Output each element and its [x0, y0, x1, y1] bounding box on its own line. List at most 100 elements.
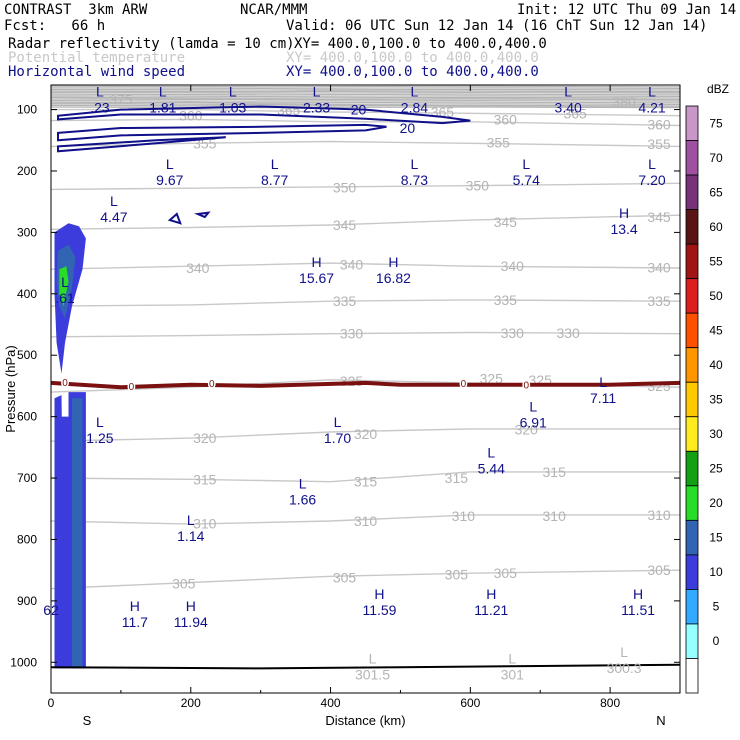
extremum-low-marker: L	[648, 84, 656, 100]
theta-label: 345	[647, 209, 671, 225]
colorbar-swatch	[685, 416, 699, 452]
theta-contour-310	[50, 514, 680, 525]
colorbar-swatch	[685, 209, 699, 245]
theta-label: 330	[340, 326, 364, 342]
theta-label: 340	[647, 259, 671, 275]
extremum-value: 11.21	[474, 602, 508, 618]
colorbar-label: 60	[709, 220, 723, 234]
reflectivity-area-20dbz	[59, 266, 69, 307]
theta-label: 320	[515, 422, 539, 438]
y-tick-label: 1000	[10, 655, 37, 669]
colorbar-label: 35	[709, 393, 723, 407]
colorbar-label: 0	[713, 634, 720, 648]
colorbar-label: 20	[709, 496, 723, 510]
theta-label: 345	[333, 217, 357, 233]
theta-upper-band-line	[50, 98, 681, 101]
extremum-value: 7.11	[590, 390, 616, 406]
extremum-value: 300.3	[607, 660, 642, 676]
theta-label: 320	[193, 430, 217, 446]
theta-upper-band-line	[50, 104, 681, 107]
colorbar-label: 75	[709, 116, 723, 130]
extremum-low-marker: L	[110, 193, 118, 209]
theta-label: 305	[647, 562, 671, 578]
extremum-value: 5.44	[478, 461, 505, 477]
theta-label: 315	[354, 474, 378, 490]
model-title: CONTRAST 3km ARW	[4, 2, 148, 18]
field-theta-xy: XY= 400.0,100.0 to 400.0,400.0	[286, 50, 539, 66]
institution: NCAR/MMM	[240, 2, 308, 18]
x-tick-label: 800	[600, 696, 620, 710]
zero-isotherm-label: 0	[461, 379, 467, 390]
colorbar-swatch	[685, 312, 699, 349]
theta-upper-band-line	[50, 106, 681, 109]
extremum-value: 7.20	[638, 172, 665, 188]
theta-contour-335	[50, 299, 681, 307]
colorbar-label: 65	[709, 185, 723, 199]
theta-upper-band-line	[50, 101, 681, 104]
extremum-value: 11.59	[362, 602, 396, 618]
theta-contour-350	[50, 182, 681, 191]
theta-contour-330	[50, 331, 681, 338]
theta-label: 375	[109, 92, 133, 108]
zero-isotherm-label: 0	[129, 382, 135, 393]
y-tick-label: 300	[17, 225, 37, 239]
extremum-value: 9.67	[156, 172, 183, 188]
theta-label: 380	[612, 94, 636, 110]
theta-label: 310	[354, 513, 378, 529]
x-axis-label: Distance (km)	[325, 713, 405, 728]
theta-upper-band-line	[50, 99, 681, 102]
zero-isotherm	[50, 380, 681, 390]
x-tick-label: 200	[181, 696, 201, 710]
theta-label: 335	[647, 293, 671, 309]
extremum-high-marker: H	[619, 205, 629, 221]
wind-contour	[194, 211, 211, 219]
wind-contour-label: 20	[351, 102, 367, 118]
y-tick-label: 400	[17, 287, 37, 301]
colorbar-unit: dBZ	[707, 82, 729, 96]
extremum-low-marker: L	[159, 84, 167, 100]
theta-label: 345	[494, 214, 518, 230]
theta-label: 305	[333, 570, 357, 586]
extremum-low-marker: L	[620, 644, 628, 660]
extremum-high-marker: H	[486, 586, 496, 602]
theta-label: 315	[193, 471, 217, 487]
colorbar-swatch	[685, 554, 699, 590]
extremum-low-marker: L	[564, 84, 572, 100]
extremum-low-marker: L	[334, 414, 342, 430]
extremum-low-marker: L	[522, 156, 530, 172]
extremum-value: 301	[501, 666, 525, 682]
theta-upper-band-line	[50, 87, 681, 90]
extremum-low-marker: L	[299, 475, 307, 491]
theta-label: 360	[494, 111, 518, 127]
forecast-hour: Fcst: 66 h	[4, 18, 106, 34]
extremum-value: 1.81	[149, 100, 176, 116]
colorbar-swatch	[685, 347, 699, 383]
extremum-value: 8.77	[261, 172, 288, 188]
extremum-value: 5.74	[513, 172, 540, 188]
extremum-value: 4.21	[638, 100, 665, 116]
extremum-value: 13.4	[610, 221, 637, 237]
extremum-low-marker: L	[61, 274, 69, 290]
y-tick-label: 500	[17, 348, 37, 362]
extremum-low-marker: L	[411, 84, 419, 100]
valid-time: Valid: 06 UTC Sun 12 Jan 14 (16 ChT Sun …	[286, 18, 708, 34]
extremum-low-marker: L	[508, 650, 516, 666]
colorbar-swatch	[685, 278, 699, 314]
colorbar-swatch	[685, 174, 699, 210]
colorbar-label: 10	[709, 565, 723, 579]
theta-contour-320	[50, 428, 680, 442]
theta-label: 325	[647, 378, 671, 394]
extremum-low-marker: L	[187, 512, 195, 528]
theta-label: 355	[487, 135, 511, 151]
colorbar-swatch	[685, 589, 699, 625]
colorbar-swatch	[685, 623, 699, 659]
extremum-value: 1.70	[324, 430, 351, 446]
extremum-value: 8.73	[401, 172, 428, 188]
theta-label: 350	[333, 180, 357, 196]
theta-upper-band-line	[50, 96, 681, 99]
colorbar-label: 50	[709, 289, 723, 303]
extremum-low-marker: L	[96, 414, 104, 430]
reflectivity-area-10dbz	[61, 416, 69, 669]
theta-label: 330	[501, 325, 525, 341]
theta-label: 320	[354, 426, 378, 442]
